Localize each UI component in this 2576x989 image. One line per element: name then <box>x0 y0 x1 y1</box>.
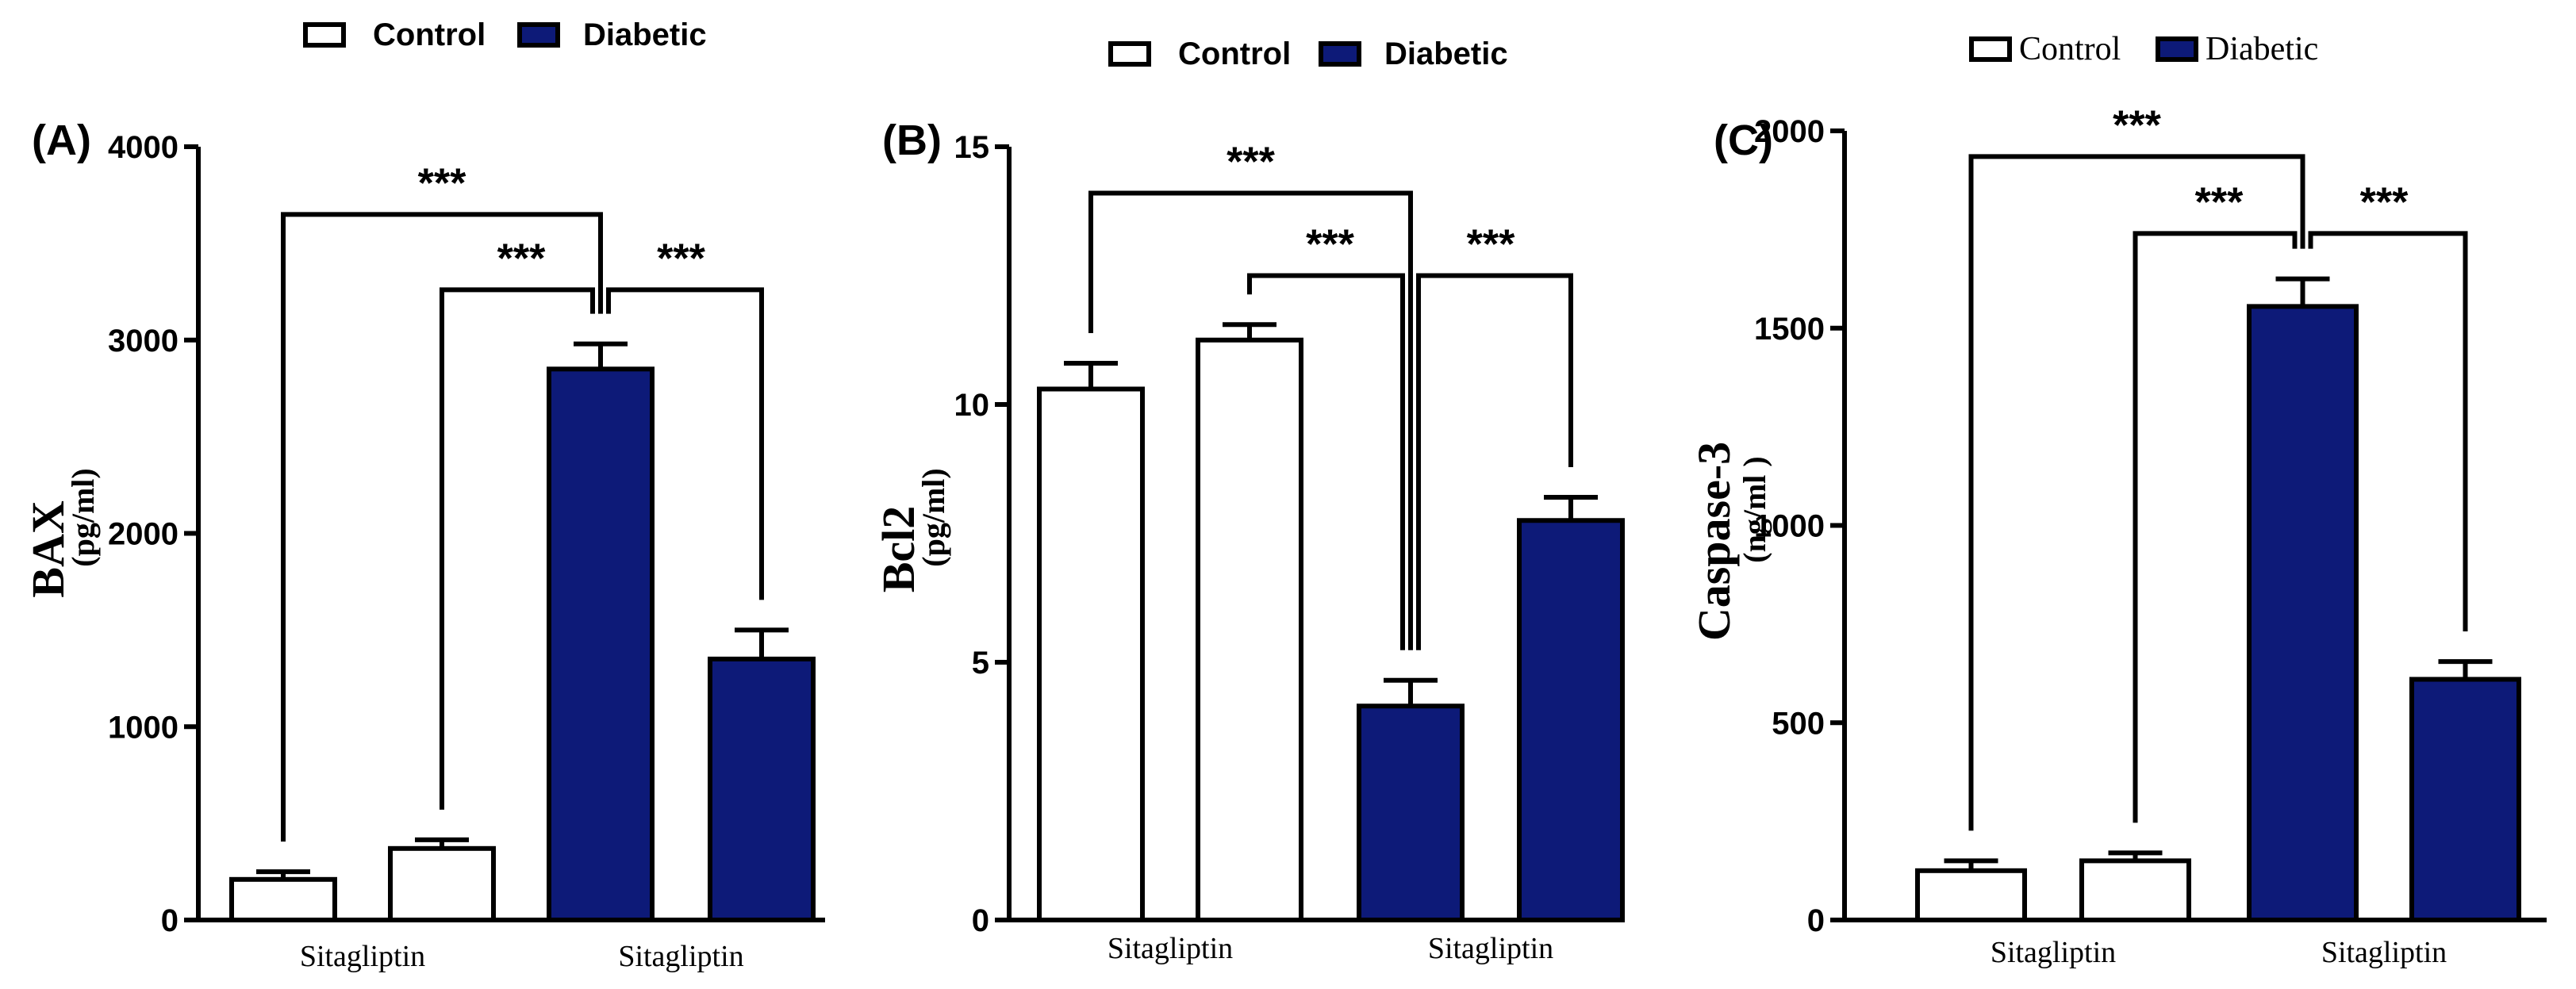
x-group-label: Sitagliptin <box>300 940 425 973</box>
bar <box>1037 386 1145 922</box>
y-axis-label: BAX <box>22 500 74 598</box>
y-tick-label: 3000 <box>108 324 179 358</box>
legend-diabetic-label: Diabetic <box>2206 31 2318 67</box>
significance-bracket <box>1968 154 2305 831</box>
significance-stars: *** <box>1227 140 1275 186</box>
significance-stars: *** <box>497 236 546 282</box>
y-tick-label: 15 <box>954 130 990 165</box>
significance-bracket <box>2308 231 2468 632</box>
significance-stars: *** <box>2113 102 2161 148</box>
y-tick-label: 1500 <box>1754 312 1825 347</box>
y-tick-label: 10 <box>954 388 990 423</box>
significance-bracket <box>440 287 595 810</box>
y-axis-unit: (ng/ml ) <box>1737 456 1772 562</box>
y-tick-label: 0 <box>972 903 989 938</box>
significance-stars: *** <box>1306 222 1354 268</box>
significance-bracket <box>2133 231 2298 823</box>
y-axis-label: Bcl2 <box>873 506 924 593</box>
panel-c: Control Diabetic (C) Caspase-3(ng/ml ) 0 500 1… <box>1688 31 2547 969</box>
y-tick-label: 1000 <box>108 710 179 745</box>
bar <box>1357 703 1465 922</box>
x-group-label: Sitagliptin <box>1428 932 1553 965</box>
x-group-label: Sitagliptin <box>618 940 743 973</box>
significance-stars: *** <box>418 160 466 206</box>
significance-bracket <box>1416 273 1573 650</box>
panel-label: (C) <box>1714 117 1773 164</box>
y-tick-label: 5 <box>972 646 989 680</box>
significance-bracket <box>1247 273 1405 650</box>
bar <box>388 845 496 922</box>
y-tick-label: 0 <box>1807 903 1825 938</box>
bar <box>2079 858 2191 922</box>
significance-bracket <box>281 212 603 842</box>
significance-bracket <box>606 287 764 600</box>
panel-a: Control Diabetic (A) BAX(pg/ml) 0 1000 2000 300… <box>22 17 825 973</box>
legend-control-swatch <box>1969 36 2012 62</box>
bar <box>1517 518 1625 922</box>
panel-label: (A) <box>32 117 91 164</box>
significance-stars: *** <box>2360 179 2409 225</box>
y-axis-unit: (pg/ml) <box>65 468 101 566</box>
significance-bracket <box>1088 190 1413 650</box>
y-tick-label: 500 <box>1772 706 1825 741</box>
legend-diabetic-swatch <box>2156 36 2198 62</box>
legend-diabetic-swatch <box>1319 41 1361 67</box>
significance-stars: *** <box>1467 222 1515 268</box>
bar <box>1915 868 2027 922</box>
bar <box>708 656 816 922</box>
bar <box>547 366 655 922</box>
legend-diabetic-label: Diabetic <box>583 17 707 52</box>
y-tick-label: 0 <box>161 903 179 938</box>
legend-diabetic-swatch <box>517 22 560 48</box>
x-group-label: Sitagliptin <box>1108 932 1233 965</box>
legend-control-label: Control <box>373 17 486 52</box>
panel-label: (B) <box>882 117 942 164</box>
y-tick-label: 4000 <box>108 130 179 165</box>
bar <box>2409 677 2521 923</box>
y-axis-unit: (pg/ml) <box>916 468 951 566</box>
bar <box>2247 304 2359 922</box>
y-axis-label: Caspase-3 <box>1688 442 1740 641</box>
legend-control-swatch <box>303 22 346 48</box>
significance-stars: *** <box>657 236 705 282</box>
significance-stars: *** <box>2195 179 2244 225</box>
legend-control-label: Control <box>2019 31 2121 67</box>
legend-control-swatch <box>1108 41 1151 67</box>
legend-control-label: Control <box>1178 36 1291 71</box>
bar <box>1196 337 1303 922</box>
y-tick-label: 2000 <box>108 517 179 552</box>
x-group-label: Sitagliptin <box>2321 936 2447 969</box>
x-group-label: Sitagliptin <box>1991 936 2116 969</box>
legend-diabetic-label: Diabetic <box>1384 36 1508 71</box>
y-tick-label: 1000 <box>1754 509 1825 544</box>
panel-b: Control Diabetic (B) Bcl2(pg/ml) 0 5 10 15 Sitag… <box>873 36 1625 965</box>
bar <box>229 876 337 922</box>
y-tick-label: 2000 <box>1754 114 1825 149</box>
